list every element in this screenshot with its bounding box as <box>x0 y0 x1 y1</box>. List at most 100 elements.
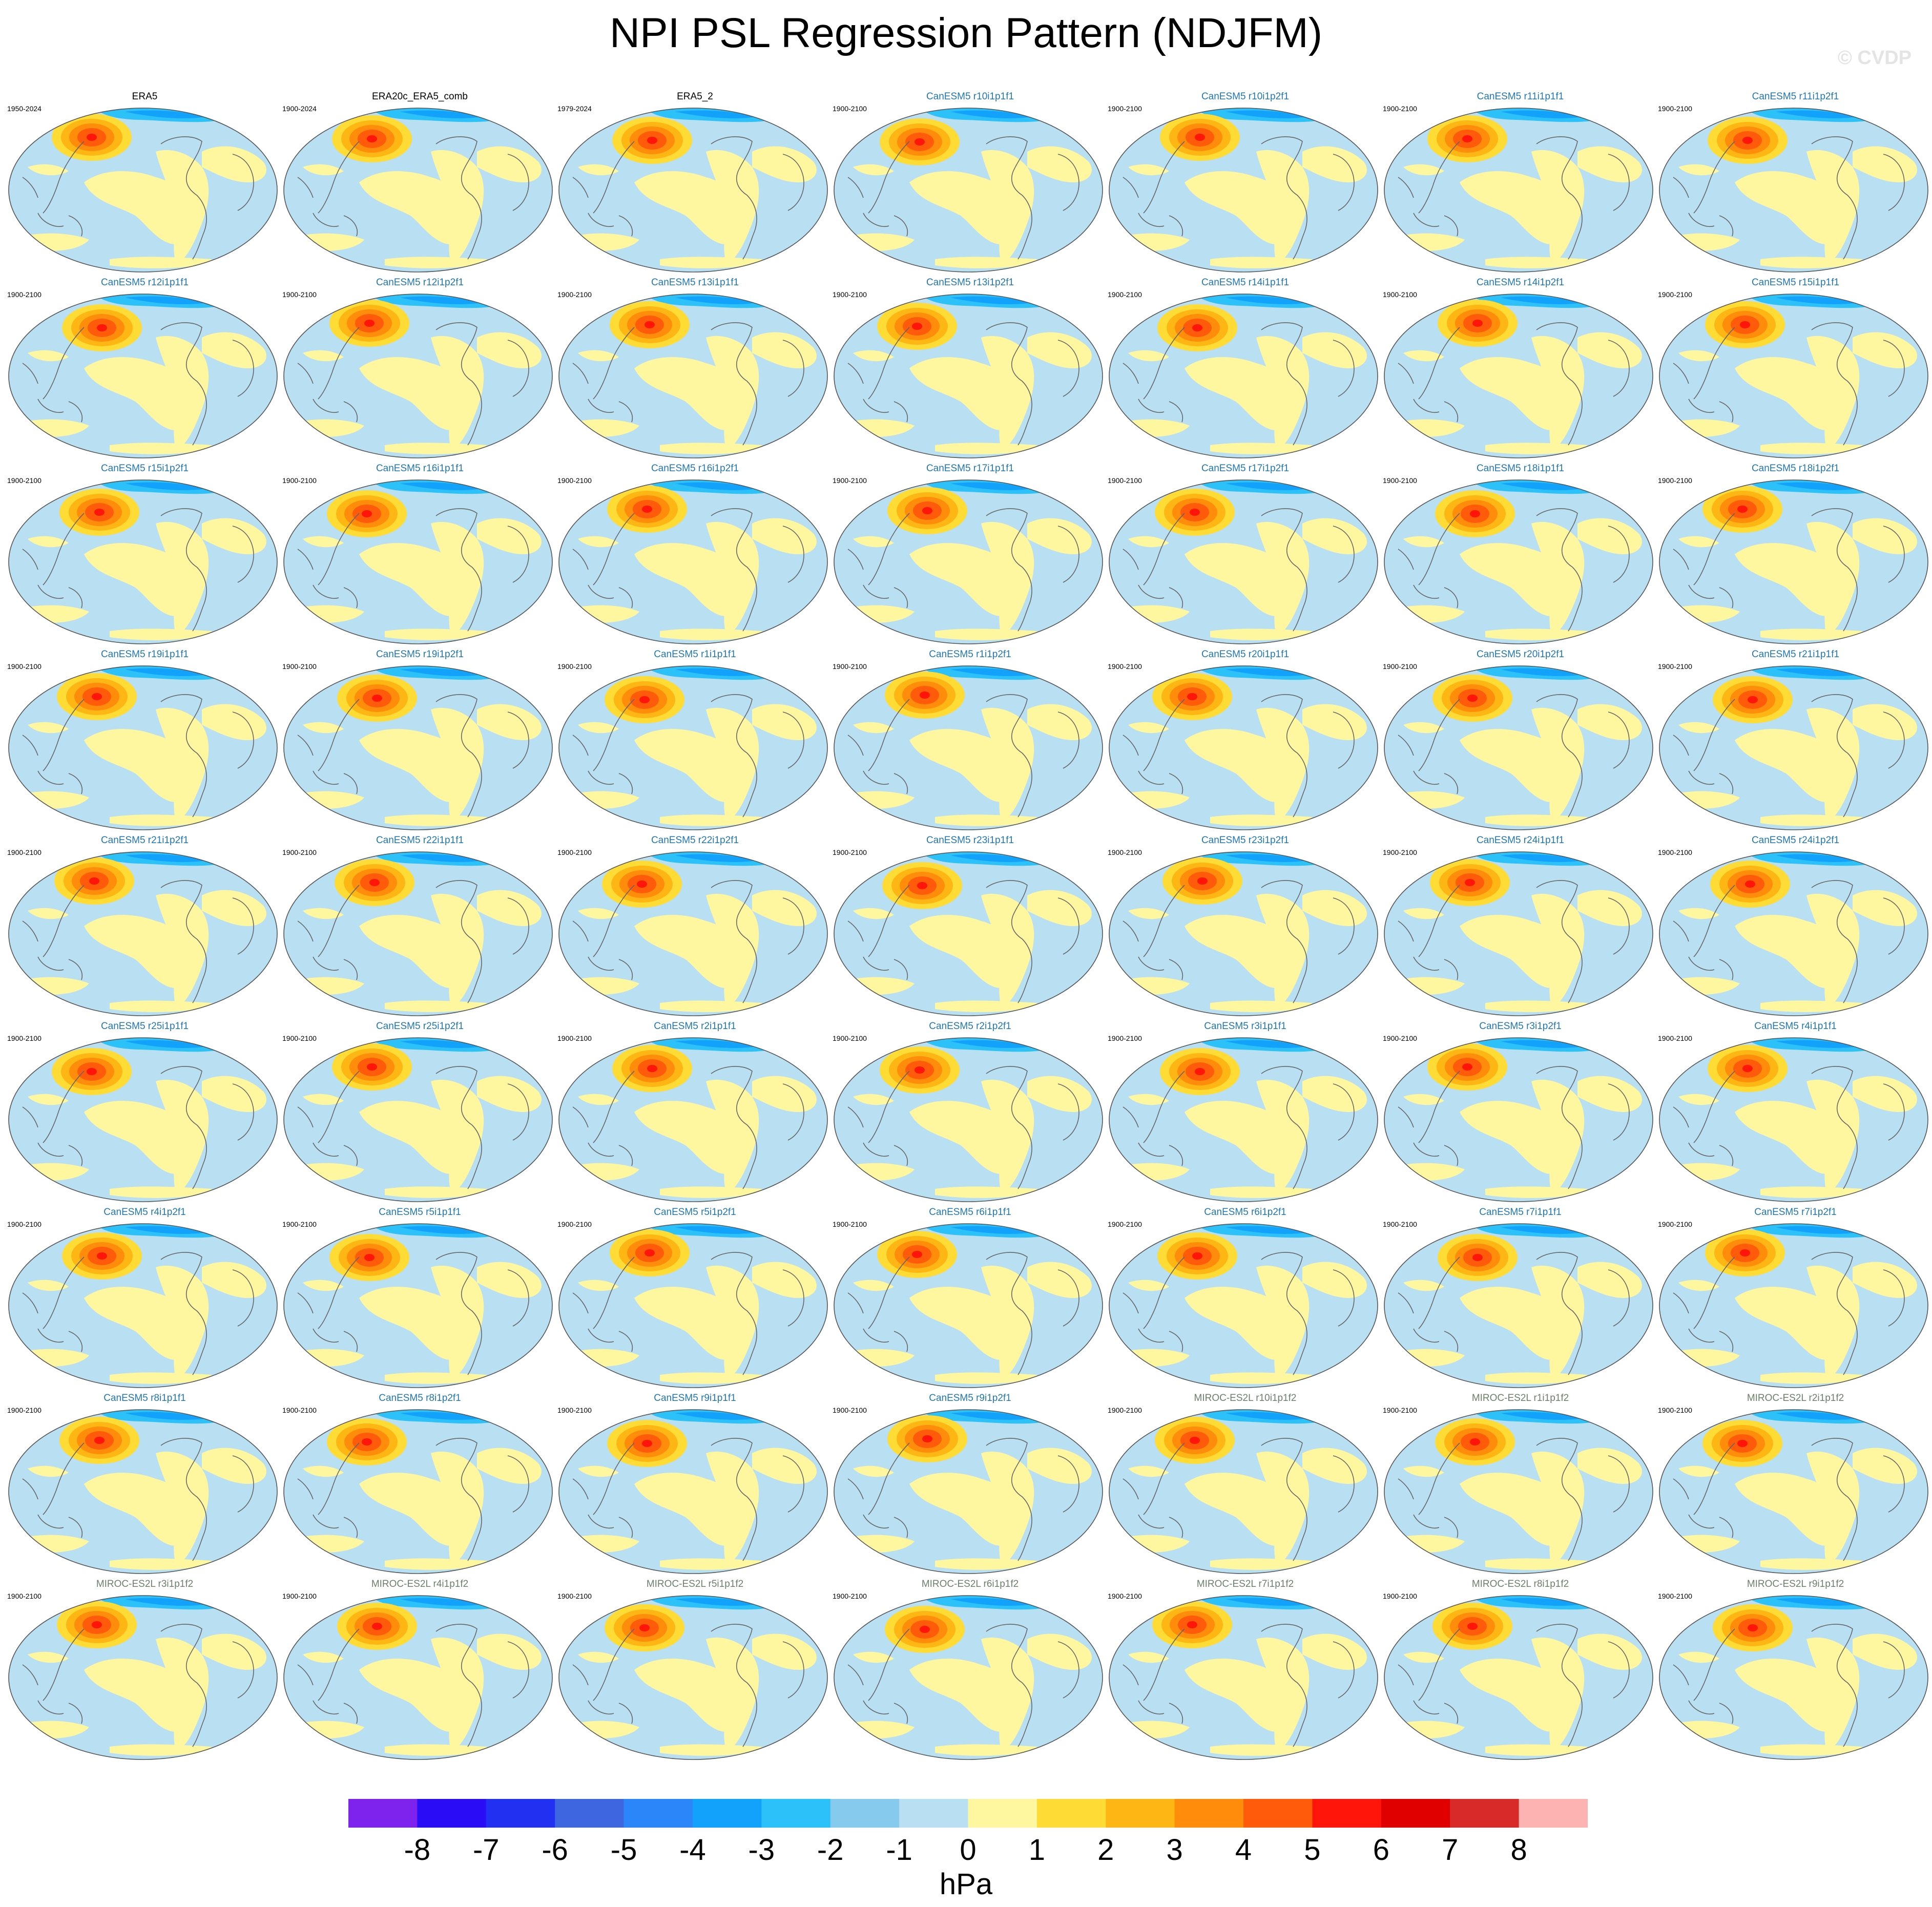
coastline <box>37 770 64 785</box>
coastline <box>588 399 614 413</box>
colorbar-tick-label: 8 <box>1510 1833 1527 1867</box>
panel-title: CanESM5 r4i1p2f1 <box>103 1207 186 1218</box>
npi-contour-5 <box>372 1623 382 1630</box>
coastline <box>618 587 633 609</box>
panel-years: 1900-2100 <box>282 848 317 856</box>
map-border <box>1384 851 1653 1016</box>
coastline <box>711 1252 757 1375</box>
coastline <box>894 1331 908 1352</box>
watermark: © CVDP <box>1837 47 1912 69</box>
map-plot <box>1109 1037 1378 1202</box>
positive-anomaly-region <box>578 1094 619 1105</box>
map-panel: MIROC-ES2L r6i1p1f2 1900-2100 <box>833 1579 1108 1765</box>
coastline <box>1536 880 1583 1003</box>
coastline <box>863 213 889 227</box>
coastline <box>68 959 82 980</box>
positive-anomaly-region <box>853 1651 894 1663</box>
coastline <box>37 1142 64 1157</box>
coastline <box>782 1269 804 1327</box>
coastline <box>1398 177 1414 198</box>
positive-anomaly-region <box>1853 332 1917 368</box>
coastline <box>1719 1517 1733 1538</box>
coastline <box>782 1641 804 1699</box>
positive-anomaly-region <box>110 1000 212 1012</box>
coastline <box>160 1438 207 1561</box>
npi-contour-5 <box>642 506 652 513</box>
coastline <box>343 587 358 609</box>
colorbar-tick-label: 2 <box>1097 1833 1114 1867</box>
coastline <box>37 584 64 599</box>
coastline <box>1883 526 1905 583</box>
positive-anomaly-region <box>1256 150 1310 264</box>
positive-anomaly-region <box>202 704 266 740</box>
panel-title: CanESM5 r25i1p2f1 <box>376 1021 464 1032</box>
npi-contour-5 <box>1190 509 1200 516</box>
map-panel: CanESM5 r21i1p2f1 1900-2100 <box>7 835 282 1021</box>
map-panel: ERA5 1950-2024 <box>7 91 282 278</box>
coastline <box>1444 1517 1458 1538</box>
panel-years: 1900-2100 <box>1658 662 1692 670</box>
coastline <box>863 584 889 599</box>
arctic-negative-core <box>675 1226 757 1234</box>
positive-anomaly-region <box>578 722 619 734</box>
positive-anomaly-region <box>303 908 344 919</box>
positive-anomaly-region <box>1210 257 1313 268</box>
positive-anomaly-region <box>1760 257 1863 268</box>
coastline <box>894 959 908 980</box>
coastline <box>68 1703 82 1724</box>
map-border <box>1109 479 1378 644</box>
coastline <box>1138 1142 1165 1157</box>
coastline <box>847 1478 864 1500</box>
positive-anomaly-region <box>1128 1651 1169 1663</box>
map-panel: CanESM5 r15i1p1f1 1900-2100 <box>1658 277 1932 464</box>
panel-title: CanESM5 r18i1p1f1 <box>1476 463 1565 474</box>
positive-anomaly-region <box>84 1101 194 1174</box>
coastline <box>1169 1145 1183 1166</box>
coastline <box>1398 1292 1414 1314</box>
panel-years: 1950-2024 <box>7 104 41 113</box>
colorbar-tick-label: -1 <box>886 1833 912 1867</box>
map-plot <box>1109 851 1378 1016</box>
arctic-negative-core <box>125 854 207 862</box>
positive-anomaly-region <box>1128 908 1169 919</box>
map-plot <box>1109 1595 1378 1760</box>
positive-anomaly-region <box>431 1451 484 1566</box>
positive-anomaly-region <box>1485 628 1588 640</box>
coastline <box>318 1256 360 1329</box>
positive-anomaly-region <box>1577 332 1642 368</box>
panel-years: 1900-2100 <box>833 1034 867 1042</box>
coastline <box>1444 1331 1458 1352</box>
positive-anomaly-region <box>431 1265 484 1380</box>
coastline <box>232 1083 254 1141</box>
coastline <box>572 1664 589 1686</box>
positive-anomaly-region <box>1302 518 1367 554</box>
coastline <box>68 773 82 794</box>
positive-anomaly-region <box>1027 890 1092 926</box>
coastline <box>435 136 482 260</box>
coastline <box>1811 1066 1858 1189</box>
map-border <box>1109 1037 1378 1202</box>
npi-contour-5 <box>89 877 99 885</box>
coastline <box>1143 1071 1185 1143</box>
positive-anomaly-region <box>156 521 209 636</box>
map-panel: CanESM5 r2i1p1f1 1900-2100 <box>557 1021 833 1207</box>
npi-contour-5 <box>1745 881 1755 888</box>
positive-anomaly-region <box>28 908 69 919</box>
coastline <box>588 770 614 785</box>
positive-anomaly-region <box>1185 171 1294 244</box>
map-border <box>834 479 1103 644</box>
positive-anomaly-region <box>477 890 542 926</box>
coastline <box>1688 399 1715 413</box>
positive-anomaly-region <box>909 171 1019 244</box>
coastline <box>986 1438 1032 1561</box>
map-border <box>1659 851 1928 1016</box>
map-border <box>834 851 1103 1016</box>
coastline <box>1413 399 1440 413</box>
map-border <box>1384 1409 1653 1574</box>
map-panel: CanESM5 r16i1p2f1 1900-2100 <box>557 463 833 649</box>
map-plot <box>1659 851 1928 1016</box>
positive-anomaly-region <box>634 729 744 802</box>
positive-anomaly-region <box>477 1448 542 1484</box>
coastline <box>1333 1083 1355 1141</box>
positive-anomaly-region <box>1460 1659 1569 1732</box>
